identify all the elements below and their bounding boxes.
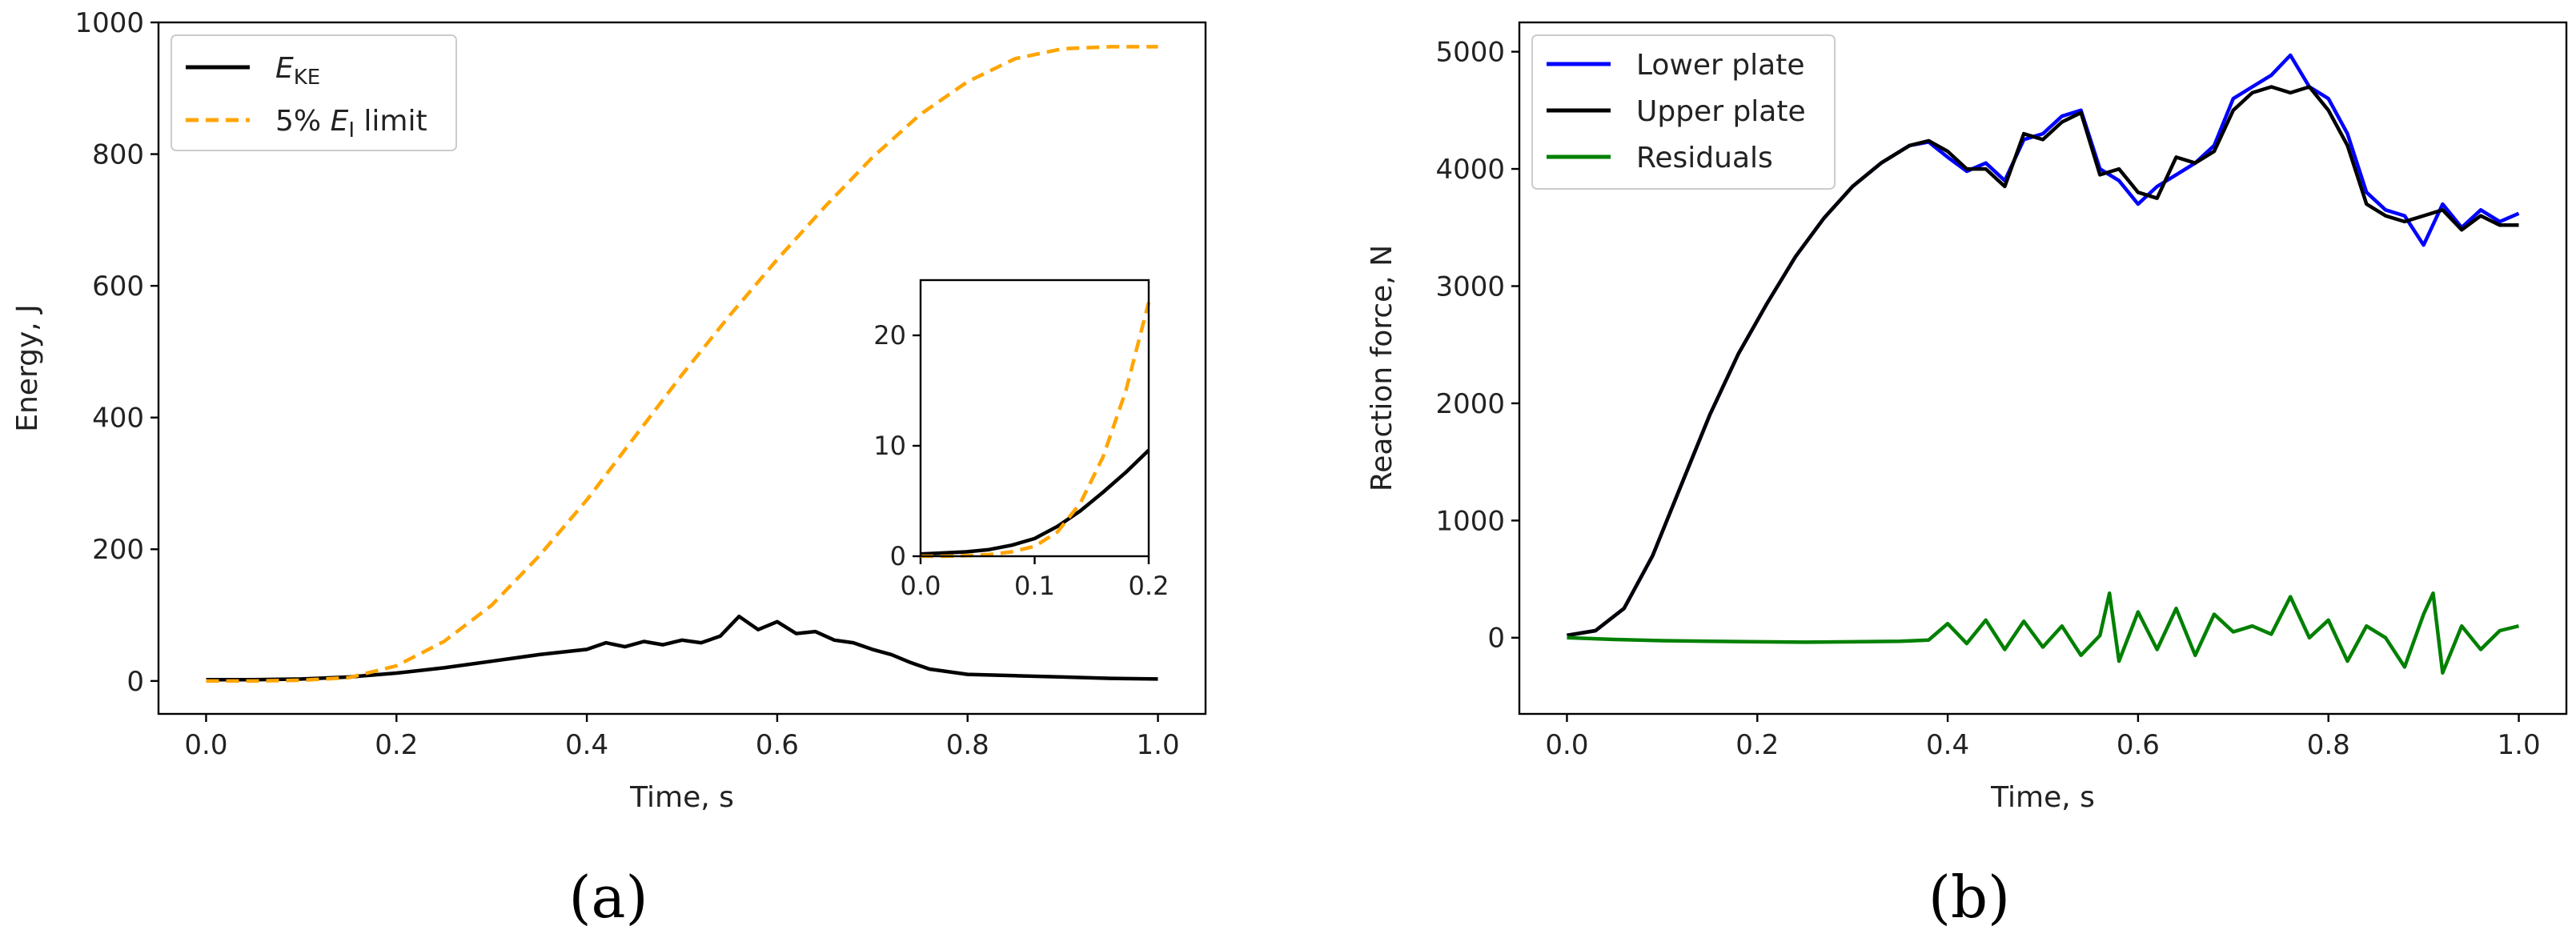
chart-a-xtick-label-2: 0.4 bbox=[565, 729, 608, 761]
chart-b: 0.0 0.2 0.4 0.6 0.8 1.0010002000300040005000 … bbox=[1366, 21, 2568, 814]
chart-a-inset: 0.0 0.1 0.2 0 10 20 bbox=[873, 279, 1169, 601]
chart-b-frame bbox=[1518, 21, 2568, 716]
chart-b-ytick-label-1: 1000 bbox=[1435, 505, 1505, 537]
chart-a-ytick-label-3: 600 bbox=[92, 271, 144, 303]
chart-b-ytick-label-2: 2000 bbox=[1435, 388, 1505, 420]
legend-limit-sub: I bbox=[348, 118, 355, 142]
legend-label-limit: 5% EI limit bbox=[275, 105, 427, 142]
chart-a-series-e-ke bbox=[206, 614, 1158, 682]
chart-b-ytick-label-3: 3000 bbox=[1435, 271, 1505, 303]
chart-b-ytick-label-0: 0 bbox=[1487, 623, 1505, 655]
legend-eke-main: E bbox=[275, 52, 294, 85]
inset-ytick-label-2: 20 bbox=[873, 320, 906, 351]
inset-xtick-label-0: 0.0 bbox=[901, 571, 941, 601]
legend-label-residuals: Residuals bbox=[1636, 142, 1773, 174]
inset-xtick-label-2: 0.2 bbox=[1129, 571, 1170, 601]
legend-limit-suffix: limit bbox=[355, 105, 427, 138]
chart-b-xtick-label-5: 1.0 bbox=[2498, 729, 2541, 761]
chart-b-xtick-label-2: 0.4 bbox=[1926, 729, 1969, 761]
chart-a-frame bbox=[157, 21, 1207, 716]
chart-a-ytick-label-0: 0 bbox=[126, 666, 144, 698]
chart-b-ylabel: Reaction force, N bbox=[1366, 245, 1398, 491]
chart-a-series-5-e-i-limit bbox=[206, 45, 1158, 683]
chart-b-series-upper-plate bbox=[1567, 85, 2519, 638]
chart-b-xtick-label-4: 0.8 bbox=[2307, 729, 2350, 761]
chart-a-ylabel: Energy, J bbox=[11, 304, 44, 432]
chart-b-ytick-label-4: 4000 bbox=[1435, 154, 1505, 186]
chart-a-ytick-label-5: 1000 bbox=[74, 7, 144, 39]
inset-ytick-label-0: 0 bbox=[890, 541, 906, 571]
inset-frame bbox=[919, 279, 1150, 558]
chart-b-xtick-label-1: 0.2 bbox=[1735, 729, 1779, 761]
chart-b-xtick-label-0: 0.0 bbox=[1545, 729, 1588, 761]
panel-label-b: (b) bbox=[1928, 864, 2010, 931]
chart-a-xtick-label-0: 0.0 bbox=[184, 729, 227, 761]
chart-b-legend: Lower plate Upper plate Residuals bbox=[1531, 34, 1836, 190]
chart-b-ytick-label-5: 5000 bbox=[1435, 37, 1505, 69]
inset-ticks: 0.0 0.1 0.2 0 10 20 bbox=[873, 320, 1169, 601]
chart-a-xtick-label-4: 0.8 bbox=[946, 729, 989, 761]
chart-a-xtick-label-1: 0.2 bbox=[375, 729, 418, 761]
chart-b-series bbox=[1567, 53, 2520, 675]
chart-a-xlabel: Time, s bbox=[629, 781, 734, 814]
chart-b-legend-box bbox=[1531, 34, 1836, 190]
inset-series bbox=[920, 302, 1151, 559]
chart-b-xtick-label-3: 0.6 bbox=[2117, 729, 2160, 761]
inset-ytick-label-1: 10 bbox=[873, 431, 906, 461]
chart-b-ticks: 0.0 0.2 0.4 0.6 0.8 1.0 0 1000 2000 3000 4000 5000 bbox=[1435, 37, 2540, 761]
inset-series-e-ke bbox=[920, 448, 1150, 556]
chart-a-xtick-label-3: 0.6 bbox=[756, 729, 799, 761]
legend-label-lower: Lower plate bbox=[1636, 49, 1804, 82]
chart-a-series bbox=[206, 45, 1158, 683]
panel-label-a: (a) bbox=[568, 864, 648, 931]
inset-background bbox=[921, 280, 1149, 556]
chart-a-legend: EKE 5% EI limit bbox=[171, 34, 457, 151]
chart-b-xlabel: Time, s bbox=[1990, 781, 2095, 814]
legend-label-upper: Upper plate bbox=[1636, 95, 1806, 128]
chart-a-ytick-label-4: 800 bbox=[92, 138, 144, 170]
legend-eke-sub: KE bbox=[294, 66, 320, 90]
chart-a-ytick-label-1: 200 bbox=[92, 534, 144, 566]
legend-label-eke: EKE bbox=[275, 52, 320, 90]
chart-b-series-residuals bbox=[1567, 591, 2520, 675]
chart-a-xtick-label-5: 1.0 bbox=[1137, 729, 1180, 761]
legend-limit-main: E bbox=[331, 105, 349, 138]
chart-a-ytick-label-2: 400 bbox=[92, 403, 144, 435]
chart-a-legend-box bbox=[171, 34, 457, 151]
inset-xtick-label-1: 0.1 bbox=[1014, 571, 1055, 601]
legend-limit-prefix: 5% bbox=[275, 105, 331, 138]
